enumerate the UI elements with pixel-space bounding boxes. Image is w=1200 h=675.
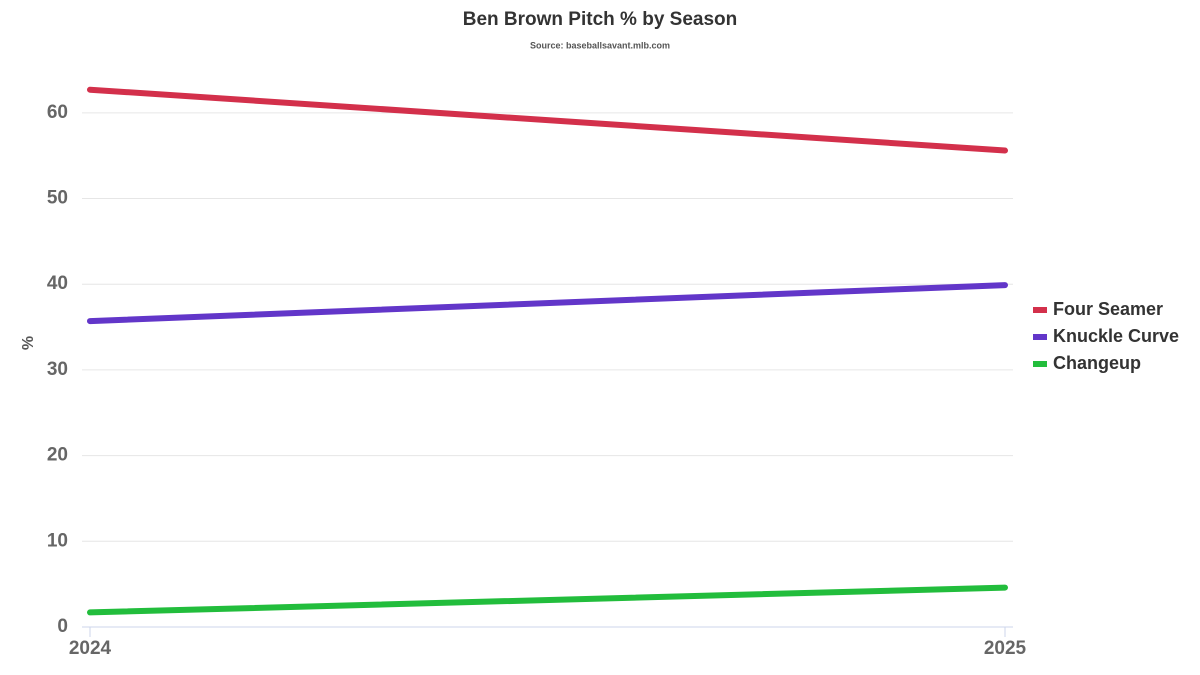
legend-swatch bbox=[1033, 361, 1047, 367]
y-tick-label: 50 bbox=[47, 188, 68, 209]
y-tick-label: 40 bbox=[47, 273, 68, 294]
legend-label: Changeup bbox=[1053, 353, 1141, 373]
series-line bbox=[87, 282, 1008, 325]
legend-swatch bbox=[1033, 334, 1047, 340]
y-tick-label: 0 bbox=[57, 616, 68, 637]
series-line bbox=[87, 86, 1008, 154]
x-tick-label: 2024 bbox=[69, 638, 112, 659]
y-tick-label: 60 bbox=[47, 102, 68, 123]
y-tick-label: 30 bbox=[47, 359, 68, 380]
y-tick-label: 20 bbox=[47, 445, 68, 466]
legend-label: Four Seamer bbox=[1053, 299, 1163, 319]
y-axis-label: % bbox=[20, 336, 37, 350]
y-tick-label: 10 bbox=[47, 530, 68, 551]
chart-title: Ben Brown Pitch % by Season bbox=[463, 9, 738, 30]
x-tick-label: 2025 bbox=[984, 638, 1027, 659]
legend-swatch bbox=[1033, 307, 1047, 313]
series-line bbox=[87, 584, 1008, 616]
chart-subtitle: Source: baseballsavant.mlb.com bbox=[530, 40, 670, 50]
legend-label: Knuckle Curve bbox=[1053, 326, 1179, 346]
